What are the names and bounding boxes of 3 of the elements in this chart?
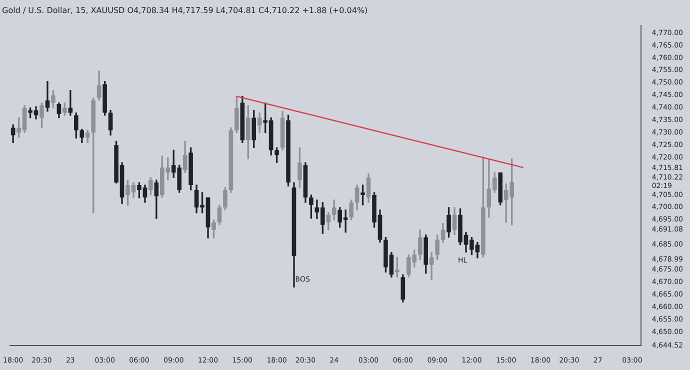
- chart-title: Gold / U.S. Dollar, 15, XAUUSD O4,708.34 H4,717.59 L4,704.81 C4,710.22 +1.88 (+0.04%): [2, 6, 368, 15]
- candlestick: [68, 90, 73, 116]
- candlestick: [45, 81, 50, 112]
